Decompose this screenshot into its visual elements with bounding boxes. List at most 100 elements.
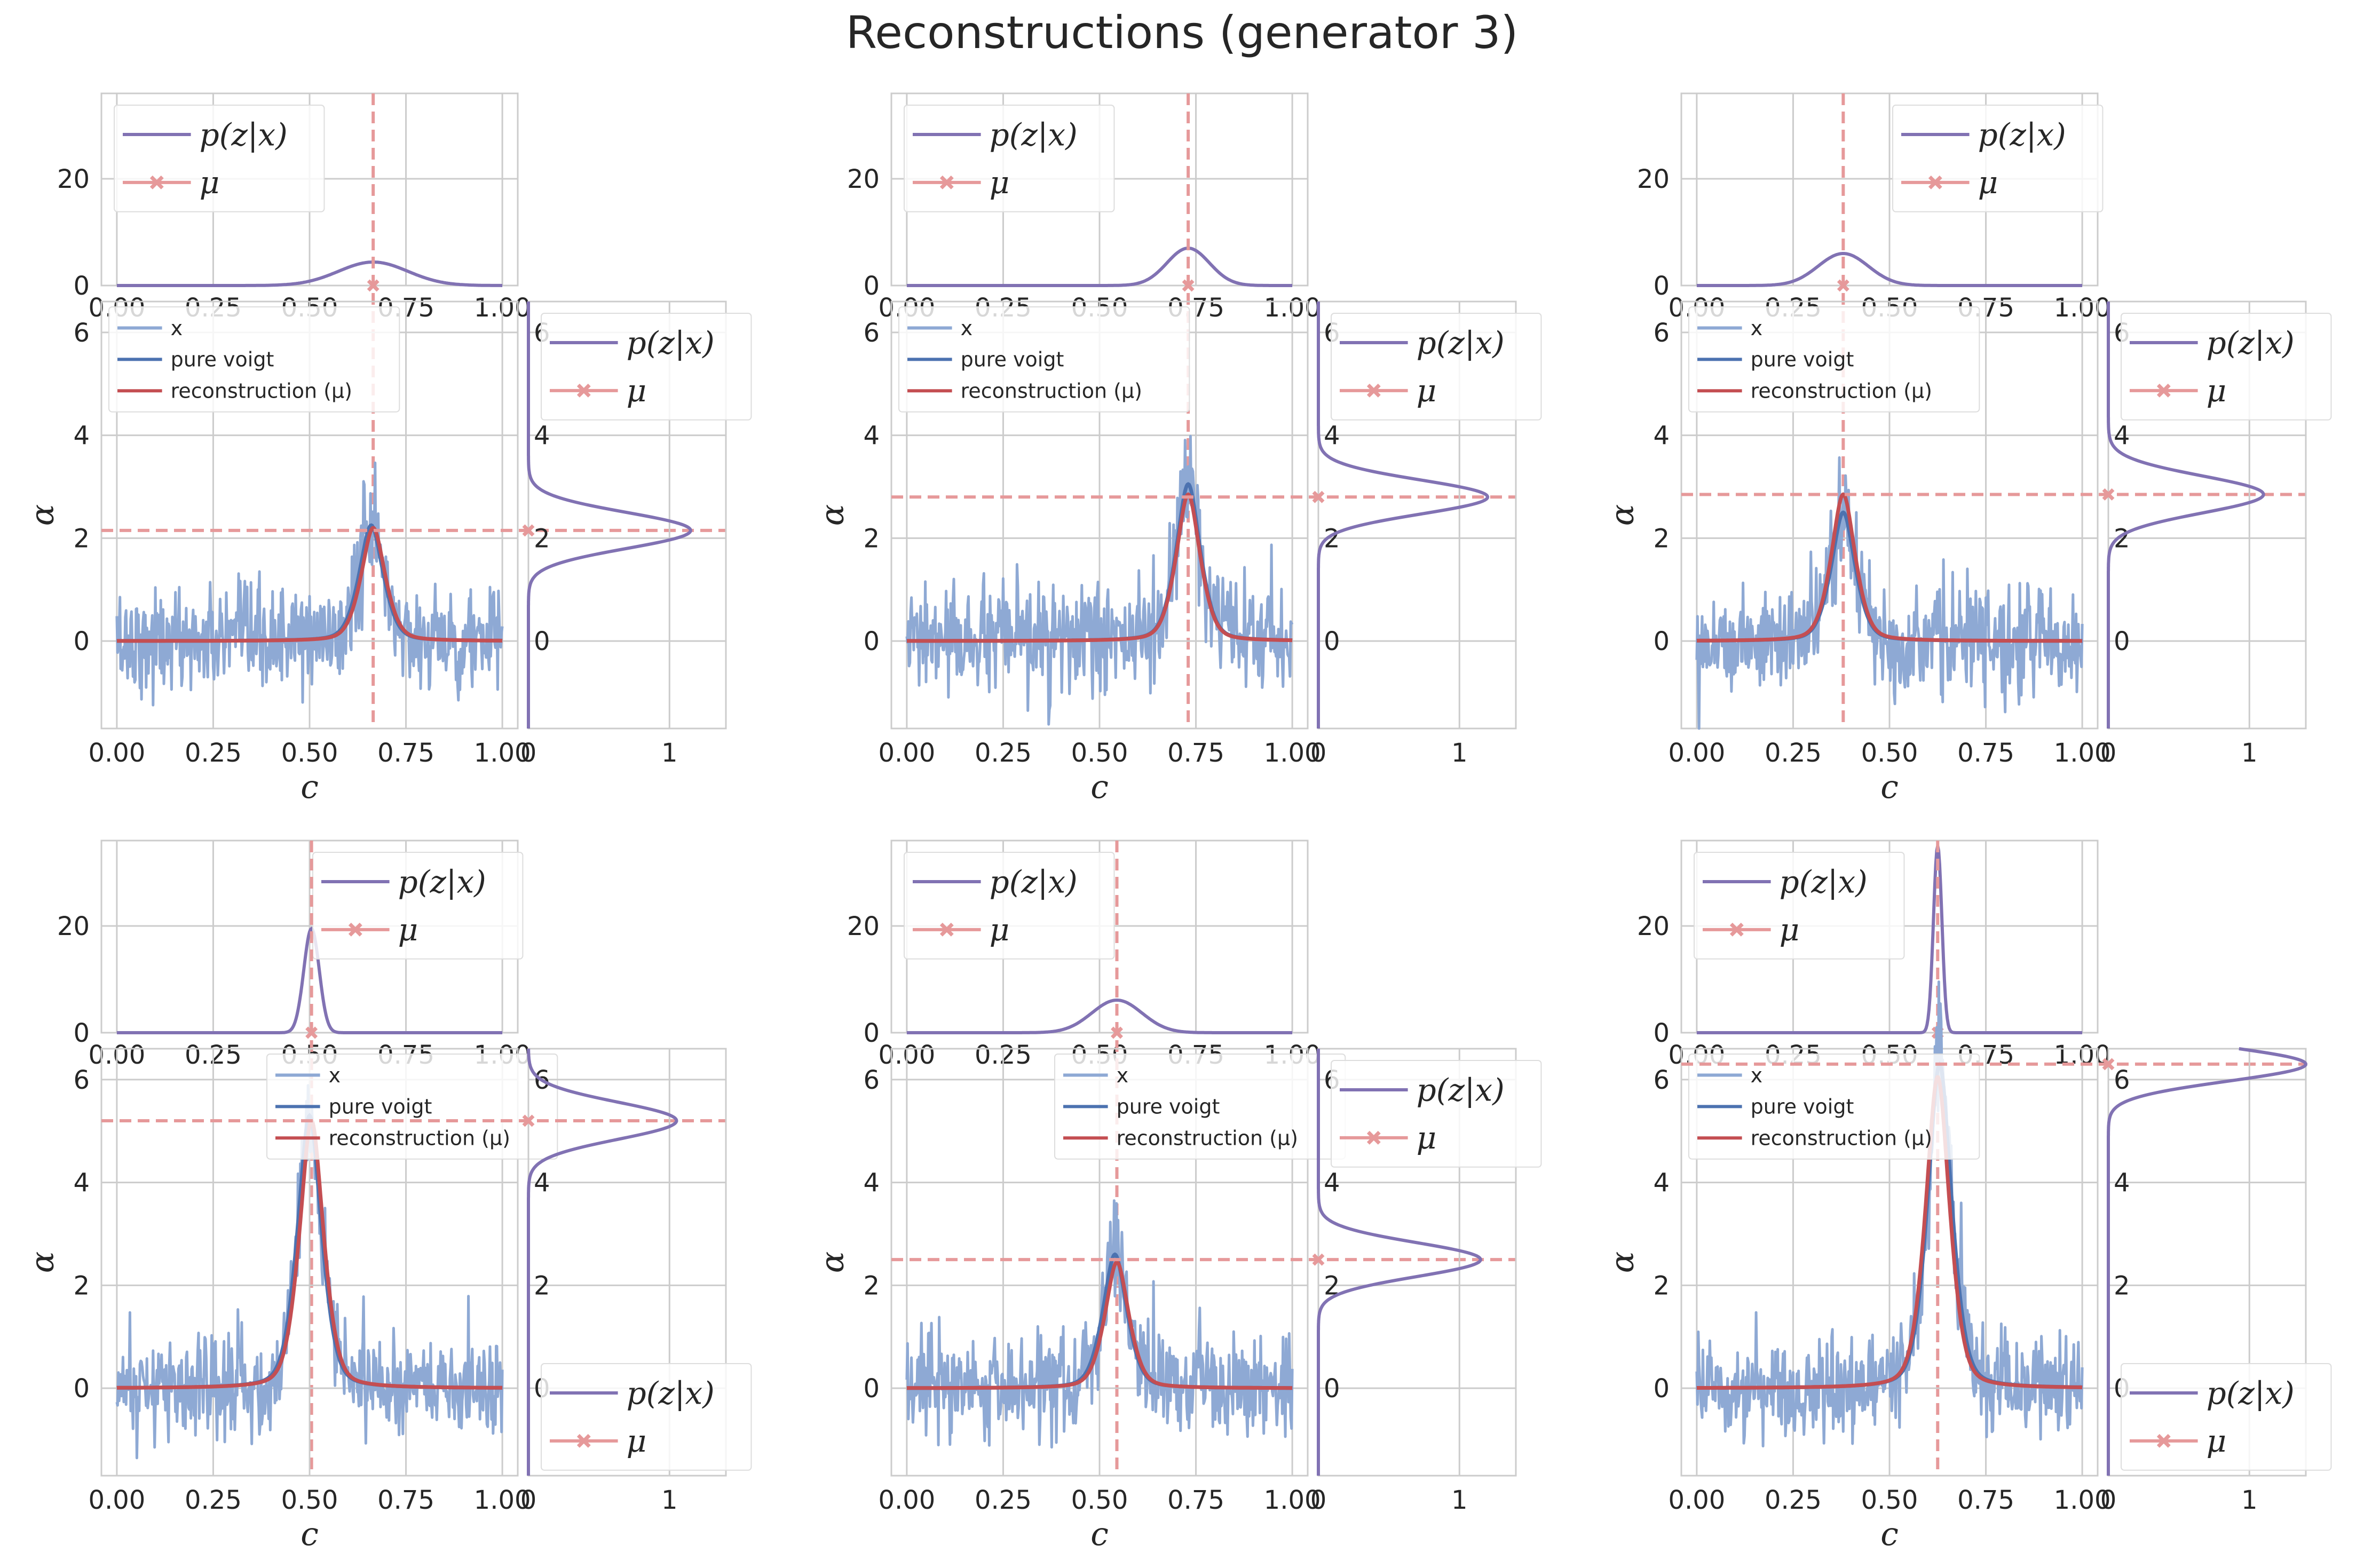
main-x-axis-label: c: [1090, 1516, 1109, 1553]
main-frame: [890, 1048, 1309, 1477]
side-y-tick-label: 0: [534, 627, 550, 656]
mu-alpha-marker: [522, 524, 535, 537]
posterior-alpha-curve: [1317, 1049, 1482, 1476]
legend-frame: [1694, 852, 1905, 960]
main-y-tick-label: 6: [863, 1065, 880, 1095]
legend-frame: [1688, 306, 1980, 413]
main-frame: [1680, 300, 2099, 730]
side-axes: 010246p(z|x)μ: [2100, 300, 2332, 768]
top-y-tick-label: 20: [847, 164, 880, 194]
main-y-axis-label: α: [1604, 1252, 1641, 1273]
top-legend: p(z|x) μ: [114, 105, 325, 212]
side-x-tick-label: 0: [1310, 1485, 1327, 1515]
top-y-tick-label: 0: [1653, 1018, 1670, 1048]
figure-title: Reconstructions (generator 3): [845, 6, 1519, 59]
main-y-tick-label: 2: [1653, 524, 1670, 553]
side-y-tick-label: 2: [534, 1271, 550, 1301]
reconstruction-line: [1696, 1075, 2083, 1390]
top-legend: p(z|x) μ: [312, 852, 524, 960]
main-legend: x pure voigt reconstruction (μ): [108, 306, 400, 413]
main-y-tick-label: 6: [73, 318, 90, 348]
legend-frame: [1688, 1054, 1980, 1160]
legend-label-mu: μ: [1780, 912, 1800, 948]
posterior-alpha-curve: [2107, 1047, 2307, 1476]
legend-label-mu: μ: [1417, 373, 1437, 409]
main-frame: [100, 1048, 519, 1477]
side-x-tick-label: 0: [2100, 1485, 2117, 1515]
legend-label-recon: reconstruction (μ): [1751, 1127, 1932, 1150]
main-x-tick-label: 0.50: [1071, 1485, 1128, 1515]
legend-label-x: x: [1117, 1064, 1129, 1087]
main-y-tick-label: 0: [863, 627, 880, 656]
legend-label-posterior: p(z|x): [1978, 116, 2066, 153]
posterior-alpha-curve: [527, 1048, 678, 1476]
legend-label-voigt: pure voigt: [1751, 348, 1854, 371]
main-x-axis-label: c: [1880, 769, 1899, 806]
main-y-tick-label: 4: [73, 421, 90, 451]
posterior-c-curve: [1696, 845, 2083, 1034]
legend-frame: [904, 852, 1115, 960]
top-legend: p(z|x) μ: [904, 852, 1115, 960]
top-y-tick-label: 20: [847, 912, 880, 941]
panel-5: 0200.000.250.500.751.00p(z|x)μ02460.000.…: [814, 840, 1542, 1553]
side-x-tick-label: 1: [1451, 1485, 1468, 1515]
main-y-axis-label: α: [814, 1252, 851, 1273]
legend-marker-mu: [149, 175, 164, 189]
posterior-alpha-curve: [1317, 302, 1490, 728]
main-x-tick-label: 1.00: [1264, 738, 1321, 768]
side-legend: p(z|x) μ: [1331, 313, 1542, 421]
legend-marker-mu: [348, 922, 362, 937]
side-y-tick-label: 4: [534, 1168, 550, 1198]
mu-alpha-marker: [2102, 1058, 2115, 1071]
legend-label-posterior: p(z|x): [627, 324, 715, 361]
main-y-tick-label: 6: [1653, 1065, 1670, 1095]
legend-label-mu: μ: [990, 912, 1010, 948]
legend-label-posterior: p(z|x): [398, 864, 486, 900]
main-axes: 0 2 4 6 0.00 0.25 0.50 0.75 1.00 c α x pure voigt rec…: [814, 1048, 1346, 1553]
main-x-tick-label: 0.50: [281, 738, 338, 768]
legend-label-voigt: pure voigt: [171, 348, 274, 371]
legend-marker-mu: [939, 922, 954, 937]
main-x-axis-label: c: [1090, 769, 1109, 806]
main-axes: 0 2 4 6 0.00 0.25 0.50 0.75 1.00 c α x pure voigt rec…: [24, 1048, 558, 1553]
main-frame: [100, 300, 519, 730]
main-x-axis-label: c: [301, 1516, 319, 1553]
side-frame: [527, 300, 727, 730]
main-x-axis-label: c: [301, 769, 319, 806]
legend-label-x: x: [329, 1064, 341, 1087]
legend-marker-mu: [1928, 175, 1942, 189]
legend-frame: [541, 313, 752, 421]
top-y-tick-label: 0: [863, 271, 880, 301]
top-y-tick-label: 0: [1653, 271, 1670, 301]
main-x-tick-label: 1.00: [474, 1485, 531, 1515]
side-y-tick-label: 0: [1324, 627, 1340, 656]
legend-marker-mu: [576, 383, 591, 398]
main-x-tick-label: 0.75: [377, 1485, 434, 1515]
main-y-axis-label: α: [814, 504, 851, 526]
legend-label-posterior: p(z|x): [627, 1375, 715, 1411]
main-y-tick-label: 6: [863, 318, 880, 348]
side-y-tick-label: 0: [2114, 627, 2130, 656]
legend-label-x: x: [171, 316, 183, 340]
legend-label-mu: μ: [1417, 1120, 1437, 1156]
main-x-tick-label: 0.75: [1957, 1485, 2014, 1515]
noisy-x-line: [1695, 456, 2084, 730]
legend-label-recon: reconstruction (μ): [171, 379, 352, 403]
legend-label-voigt: pure voigt: [329, 1095, 432, 1119]
main-x-tick-label: 1.00: [2054, 738, 2111, 768]
main-y-tick-label: 4: [1653, 1168, 1670, 1198]
side-axes: 010246p(z|x)μ: [2100, 1047, 2332, 1515]
main-x-tick-label: 0.25: [975, 1485, 1032, 1515]
main-x-tick-label: 0.00: [878, 1485, 935, 1515]
main-y-tick-label: 0: [73, 1374, 90, 1404]
legend-label-posterior: p(z|x): [1417, 324, 1505, 361]
legend-label-posterior: p(z|x): [2207, 324, 2295, 361]
side-x-tick-label: 1: [661, 738, 678, 768]
legend-label-x: x: [1751, 1064, 1763, 1087]
top-y-tick-label: 0: [73, 1018, 90, 1048]
top-y-tick-label: 20: [1637, 912, 1670, 941]
side-axes: 010246p(z|x)μ: [520, 300, 752, 768]
posterior-c-curve: [1696, 252, 2083, 287]
